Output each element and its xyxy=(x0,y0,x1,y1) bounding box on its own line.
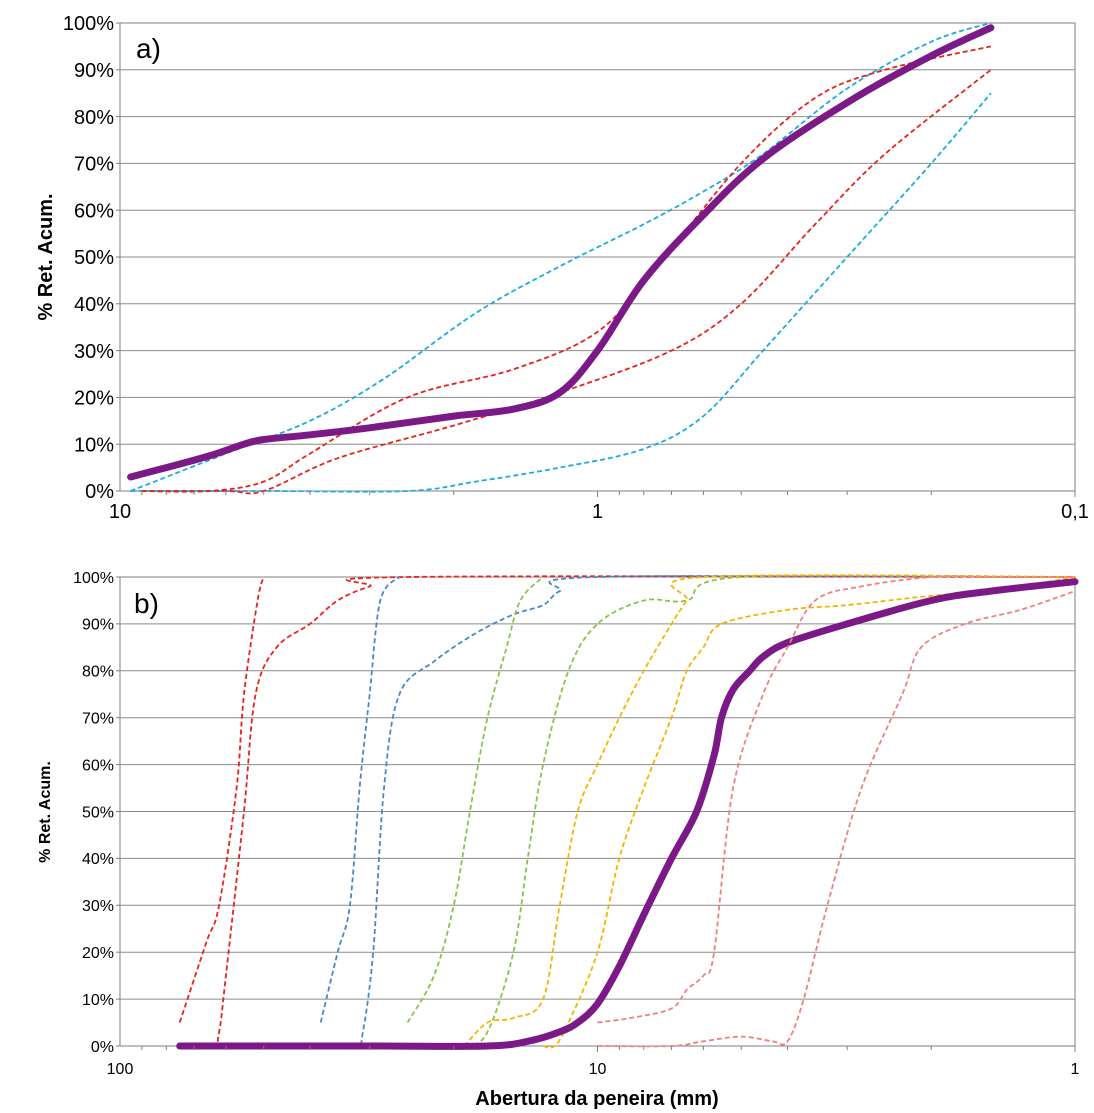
series-line-b-7 xyxy=(542,576,1076,1049)
gridlines-a xyxy=(120,69,1075,445)
y-tick-label-b: 60% xyxy=(82,757,114,774)
y-tick-label-a: 80% xyxy=(74,107,114,129)
x-tick-label-a: 0,1 xyxy=(1061,501,1089,523)
y-tick-label-b: 100% xyxy=(73,570,114,587)
series-line-b-0 xyxy=(178,576,265,1023)
series-line-b-1 xyxy=(179,575,1076,1048)
gridlines-b xyxy=(120,623,1075,1000)
series-line-b-2 xyxy=(319,576,401,1023)
y-tick-label-a: 0% xyxy=(85,481,114,503)
y-tick-label-b: 10% xyxy=(82,992,114,1009)
y-tick-label-b: 30% xyxy=(82,898,114,915)
x-axis-title-b: Abertura da peneira (mm) xyxy=(475,1088,718,1110)
y-tick-label-b: 0% xyxy=(91,1039,114,1056)
y-tick-label-b: 50% xyxy=(82,804,114,821)
y-tick-label-a: 30% xyxy=(74,341,114,363)
panel-label-a: a) xyxy=(136,33,161,64)
y-tick-label-a: 70% xyxy=(74,154,114,176)
series-line-b-4 xyxy=(406,576,544,1023)
x-tick-label-b: 10 xyxy=(589,1061,607,1078)
y-tick-label-b: 20% xyxy=(82,945,114,962)
series-line-a-4 xyxy=(127,24,995,481)
x-tick-label-b: 100 xyxy=(107,1061,134,1078)
y-tick-label-b: 70% xyxy=(82,710,114,727)
series-line-a-2 xyxy=(141,45,992,493)
x-tick-labels-a: 10 1 0,1 xyxy=(109,491,1089,523)
y-tick-label-b: 90% xyxy=(82,617,114,634)
panel-b: 0%10%20%30%40%50%60%70%80%90%100% 100 10 1… xyxy=(37,570,1080,1110)
y-tick-label-a: 40% xyxy=(74,294,114,316)
y-tick-label-b: 40% xyxy=(82,851,114,868)
y-tick-label-a: 10% xyxy=(74,434,114,456)
panel-label-b: b) xyxy=(134,588,159,619)
x-tick-label-a: 1 xyxy=(592,501,603,523)
x-tick-label-b: 1 xyxy=(1071,1061,1080,1078)
series-line-a-0 xyxy=(130,22,992,492)
y-tick-label-a: 50% xyxy=(74,247,114,269)
series-line-b-5 xyxy=(433,574,1076,1048)
x-tick-labels-b: 100 10 1 xyxy=(107,1046,1080,1078)
y-axis-title-a: % Ret. Acum. xyxy=(35,193,57,320)
y-tick-labels-b: 0% 10% 20% 30% 40% 50% 60% 70% 80% 90% 100% xyxy=(73,570,120,1056)
y-axis-title-b: % Ret. Acum. xyxy=(37,761,54,863)
series-line-b-10 xyxy=(597,590,1076,1048)
x-tick-label-a: 10 xyxy=(109,501,131,523)
y-tick-label-a: 20% xyxy=(74,388,114,410)
panel-a: 0% 10% 20% 30% 40% 50% 60% 70% 80% 90% 100% 10 1 0,1… xyxy=(35,13,1089,523)
series-line-b-6 xyxy=(463,574,1076,1047)
y-tick-labels-a: 0% 10% 20% 30% 40% 50% 60% 70% 80% 90% 100% xyxy=(63,13,120,503)
y-tick-label-b: 80% xyxy=(82,664,114,681)
y-tick-label-a: 60% xyxy=(74,200,114,222)
y-tick-label-a: 100% xyxy=(63,13,114,35)
series-group-b xyxy=(176,574,1079,1050)
series-line-b-8 xyxy=(176,578,1079,1050)
series-line-b-3 xyxy=(320,575,1076,1048)
series-group-a xyxy=(127,22,995,495)
series-line-a-3 xyxy=(141,69,992,495)
y-tick-label-a: 90% xyxy=(74,60,114,82)
series-line-b-9 xyxy=(597,575,1075,1024)
series-line-a-1 xyxy=(130,92,992,493)
